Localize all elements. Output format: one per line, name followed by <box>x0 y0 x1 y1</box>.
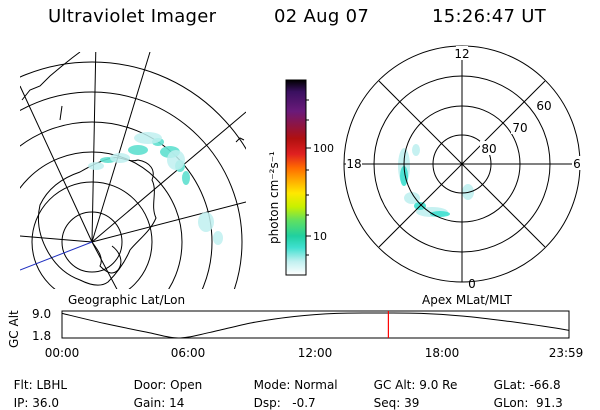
xtick-0600: 06:00 <box>171 346 206 360</box>
ytick-9: 9.0 <box>32 307 51 321</box>
ip-label: IP: <box>13 396 29 410</box>
colorbar-tick-10: 10 <box>313 230 327 243</box>
mlat-label-80: 80 <box>481 142 496 156</box>
gcalt-value: 9.0 Re <box>419 378 458 392</box>
info-gain: Gain: 14 <box>126 382 185 410</box>
dsp-label: Dsp: <box>253 396 281 410</box>
ip-value: 36.0 <box>32 396 60 410</box>
latitude-circles <box>20 61 246 289</box>
colorbar-gradient <box>285 79 307 276</box>
instrument-title: Ultraviolet Imager <box>48 6 217 27</box>
xtick-0000: 00:00 <box>45 346 80 360</box>
mlt-label-0: 0 <box>468 277 476 291</box>
mlat-label-60: 60 <box>536 99 551 113</box>
mlt-label-18: 18 <box>346 157 361 171</box>
colorbar: 100 10 photon cm⁻²s⁻¹ <box>267 79 334 276</box>
date-label: 02 Aug 07 <box>274 6 370 27</box>
flt-value: LBHL <box>36 378 68 392</box>
seq-label: Seq: <box>373 396 401 410</box>
xtick-1800: 18:00 <box>425 346 460 360</box>
door-label: Door: <box>133 378 167 392</box>
mlat-mlt-polar-plot: 12 18 6 0 60 70 80 <box>343 45 582 291</box>
figure-canvas: 100 10 photon cm⁻²s⁻¹ <box>7 45 583 360</box>
xtick-2359: 23:59 <box>549 346 584 360</box>
glat-value: -66.8 <box>529 378 561 392</box>
glon-label: GLon: <box>493 396 529 410</box>
info-dsp: Dsp: -0.7 <box>246 382 316 410</box>
gc-alt-series-line <box>61 312 570 339</box>
info-glat: GLat: -66.8 <box>486 364 561 392</box>
geographic-map <box>20 52 246 289</box>
timeline-frame <box>61 310 570 339</box>
xtick-1200: 12:00 <box>298 346 333 360</box>
glon-value: 91.3 <box>536 396 563 410</box>
longitude-lines <box>20 52 246 289</box>
mlt-label-12: 12 <box>454 47 469 61</box>
gain-label: Gain: <box>133 396 166 410</box>
flt-label: Flt: <box>13 378 33 392</box>
info-mode: Mode: Normal <box>246 364 338 392</box>
colorbar-tick-100: 100 <box>313 142 334 155</box>
aurora-emission-right <box>398 144 474 217</box>
info-flt: Flt: LBHL <box>6 364 67 392</box>
antarctica-coastline <box>37 157 157 286</box>
gcalt-label: GC Alt: <box>373 378 416 392</box>
mode-value: Normal <box>294 378 338 392</box>
gc-alt-timeline: GC Alt 9.0 1.8 00:00 06:00 12:00 18:00 2… <box>7 307 583 360</box>
time-label: 15:26:47 UT <box>432 6 547 27</box>
door-value: Open <box>170 378 203 392</box>
info-glon: GLon: 91.3 <box>486 382 563 410</box>
left-panel-caption: Geographic Lat/Lon <box>68 293 185 307</box>
sunward-line <box>20 241 93 271</box>
right-panel-caption: Apex MLat/MLT <box>422 293 512 307</box>
timeline-ylabel: GC Alt <box>7 310 21 348</box>
mlat-label-70: 70 <box>512 121 527 135</box>
gain-value: 14 <box>169 396 185 410</box>
mode-label: Mode: <box>253 378 291 392</box>
glat-label: GLat: <box>493 378 526 392</box>
mlt-label-6: 6 <box>573 157 581 171</box>
colorbar-unit-label: photon cm⁻²s⁻¹ <box>267 151 281 244</box>
info-door: Door: Open <box>126 364 203 392</box>
info-seq: Seq: 39 <box>366 382 420 410</box>
ytick-1.8: 1.8 <box>32 329 51 343</box>
info-ip: IP: 36.0 <box>6 382 59 410</box>
info-gcalt: GC Alt: 9.0 Re <box>366 364 458 392</box>
dsp-value: -0.7 <box>292 396 316 410</box>
seq-value: 39 <box>404 396 420 410</box>
